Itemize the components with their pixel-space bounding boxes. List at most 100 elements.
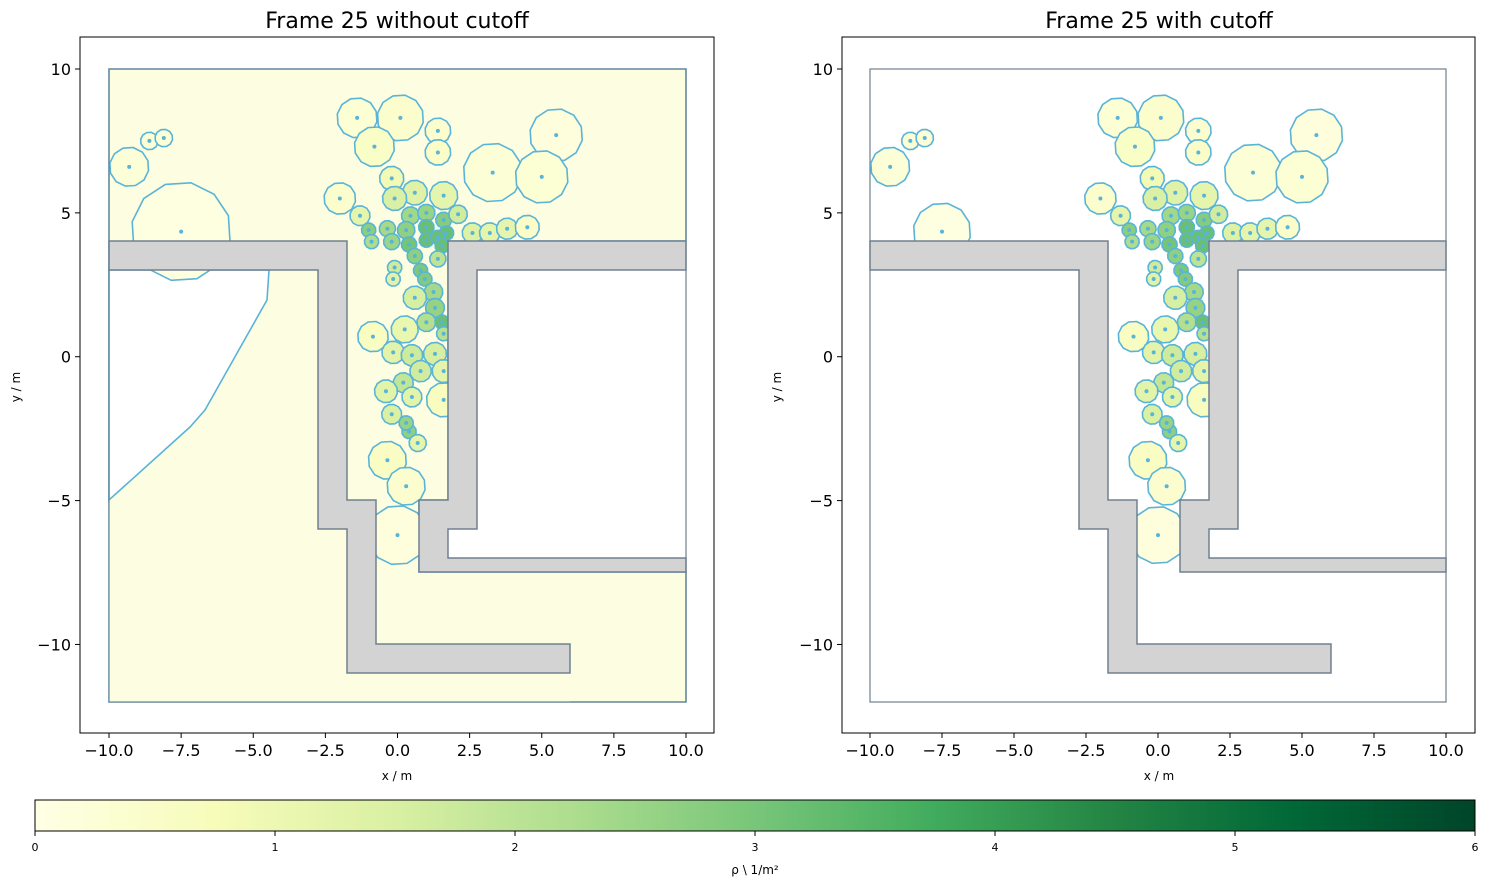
pedestrian-point [418, 268, 423, 273]
pedestrian-point [1151, 350, 1156, 355]
x-tick-label: 10.0 [1428, 741, 1464, 760]
colorbar-gradient [34, 799, 1476, 832]
pedestrian-point [440, 320, 445, 325]
pedestrian-point [1167, 242, 1172, 247]
x-tick-label: 5.0 [529, 741, 554, 760]
pedestrian-point [1179, 369, 1184, 374]
pedestrian-point [1196, 128, 1201, 133]
x-tick-label: −5.0 [234, 741, 273, 760]
pedestrian-point [1158, 115, 1163, 120]
pedestrian-point [404, 484, 409, 489]
pedestrian-point [404, 420, 409, 425]
pedestrian-point [424, 210, 429, 215]
pedestrian-point [1173, 190, 1178, 195]
pedestrian-point [424, 225, 429, 230]
x-tick-label: −7.5 [162, 741, 201, 760]
pedestrian-point [424, 238, 429, 243]
voronoi-background-left-room [109, 270, 570, 702]
pedestrian-point [1173, 295, 1178, 300]
geometry-boundary-left [108, 68, 687, 703]
pedestrian-point [418, 369, 423, 374]
pedestrian-point [435, 256, 440, 261]
pedestrian-point [490, 170, 495, 175]
pedestrian-point [1164, 484, 1169, 489]
x-tick-label: −7.5 [923, 741, 962, 760]
pedestrian-point [1300, 174, 1304, 179]
pedestrian-point [1251, 170, 1256, 175]
pedestrian-point [1170, 395, 1175, 400]
pedestrian-point [441, 369, 446, 374]
pedestrian-point [1164, 420, 1169, 425]
pedestrian-point [1153, 265, 1158, 270]
pedestrian-point [389, 412, 394, 417]
x-tick-label: 7.5 [1361, 741, 1386, 760]
pedestrian-point [401, 380, 406, 385]
pedestrian-point [1202, 369, 1207, 374]
pedestrian-point [1184, 210, 1189, 215]
pedestrian-point [424, 320, 429, 325]
pedestrian-point [1144, 389, 1149, 394]
pedestrian-point [1196, 150, 1201, 155]
pedestrian-point [412, 295, 417, 300]
pedestrian-point [539, 174, 544, 179]
plot-area-right [869, 68, 1447, 703]
pedestrian-point [908, 138, 913, 143]
pedestrian-point [1202, 397, 1207, 402]
pedestrian-point [1196, 235, 1201, 240]
pedestrian-point [408, 213, 413, 218]
pedestrian-point [1151, 277, 1156, 282]
pedestrian-point [1098, 196, 1103, 201]
pedestrian-point [389, 239, 394, 244]
y-tick-label: 0 [823, 348, 833, 367]
pedestrian-point [456, 212, 461, 217]
pedestrian-point [1285, 225, 1290, 230]
pedestrian-point [1161, 380, 1166, 385]
pedestrian-point [1164, 228, 1169, 233]
pedestrian-point [389, 176, 394, 181]
axis-ticks-right: −10.0 −7.5 −5.0 −2.5 0.0 2.5 5.0 7.5 10.0 −10 −5 0 5… [799, 60, 1464, 760]
pedestrian-point [1150, 176, 1155, 181]
pedestrian-point [407, 429, 412, 434]
plot-left: Frame 25 without cutoff −10.0 −7.5 −5.0 −2.… [9, 9, 715, 783]
plot-right: Frame 25 with cutoff −10.0 −7.5 −5.0 −2.5 0.… [770, 9, 1476, 783]
pedestrian-point [1167, 429, 1172, 434]
x-tick-label: 10.0 [668, 741, 704, 760]
pedestrian-points-right [888, 115, 1319, 538]
pedestrian-point [392, 196, 397, 201]
x-tick-label: 5.0 [1289, 741, 1314, 760]
pedestrian-point [1202, 218, 1207, 223]
pedestrian-point [1132, 144, 1137, 149]
pedestrian-point [1150, 239, 1155, 244]
pedestrian-point [1184, 225, 1189, 230]
xlabel-right: x / m [1144, 769, 1174, 783]
colorbar-label: ρ \ 1/m² [731, 863, 779, 877]
pedestrian-point [1193, 351, 1198, 356]
pedestrian-point [409, 395, 414, 400]
pedestrian-point [1156, 533, 1160, 538]
obstacles-right [869, 240, 1447, 674]
pedestrian-point [1150, 412, 1155, 417]
pedestrian-point [435, 150, 440, 155]
pedestrian-point [441, 331, 446, 336]
colorbar-ticks: 0 1 2 3 4 5 6 [32, 831, 1479, 854]
chart-title-left: Frame 25 without cutoff [265, 9, 529, 34]
pedestrian-point [1170, 353, 1175, 358]
y-tick-label: −5 [47, 492, 71, 511]
colorbar-tick-label: 1 [272, 841, 279, 854]
pedestrian-point [525, 225, 530, 230]
y-tick-label: 5 [823, 204, 833, 223]
pedestrian-point [369, 239, 374, 244]
axis-ticks-left: −10.0 −7.5 −5.0 −2.5 0.0 2.5 5.0 7.5 10.0 −10 −5 0 5… [37, 60, 704, 760]
pedestrian-point [1230, 231, 1235, 236]
pedestrian-point [441, 397, 446, 402]
pedestrian-point [1314, 133, 1319, 138]
pedestrian-point [179, 229, 184, 234]
pedestrian-point [444, 231, 449, 236]
ylabel-right: y / m [770, 372, 784, 402]
pedestrian-point [505, 226, 510, 231]
pedestrian-point [404, 228, 409, 233]
pedestrian-point [1192, 289, 1196, 294]
pedestrian-point [383, 389, 388, 394]
pedestrian-point [1200, 320, 1205, 325]
